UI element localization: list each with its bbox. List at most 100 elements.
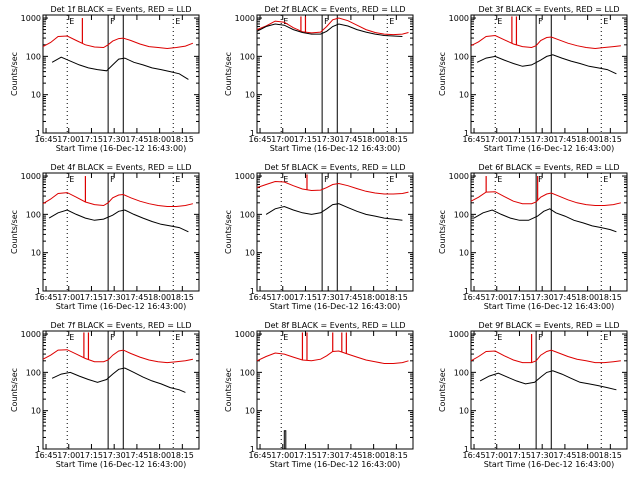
x-tick-label: 16:45 [34, 135, 57, 144]
x-tick-label: 18:00 [148, 293, 171, 302]
x-tick-label: 17:15 [508, 293, 531, 302]
y-tick-label: 10 [245, 91, 255, 100]
chart-title: Det 5f BLACK = Events, RED = LLD [264, 163, 405, 172]
x-tick-label: 18:00 [148, 451, 171, 460]
x-tick-label: 18:15 [171, 135, 194, 144]
y-tick-label: 1000 [449, 330, 469, 339]
e-marker-label: E [69, 17, 74, 26]
x-tick-label: 16:45 [34, 293, 57, 302]
axes-frame [256, 172, 414, 292]
e-marker-label: E [389, 17, 394, 26]
y-tick-label: 1000 [449, 14, 469, 23]
x-tick-label: 18:00 [362, 451, 385, 460]
f-marker-label: F [110, 333, 115, 342]
y-axis-label: Counts/sec [438, 368, 447, 412]
y-tick-label: 1000 [21, 14, 41, 23]
x-axis-label: Start Time (16-Dec-12 16:43:00) [484, 302, 615, 311]
x-tick-label: 18:15 [385, 293, 408, 302]
chart-panel-5: Det 5f BLACK = Events, RED = LLD 1 10 100 10… [224, 163, 414, 311]
e-marker-label: E [497, 333, 502, 342]
y-tick-label: 10 [459, 407, 469, 416]
axes-frame [256, 330, 414, 450]
x-tick-label: 17:00 [57, 135, 80, 144]
x-tick-label: 17:00 [271, 293, 294, 302]
y-axis-label: Counts/sec [10, 210, 19, 254]
lld-series-line [470, 349, 621, 364]
chart-title: Det 9f BLACK = Events, RED = LLD [478, 321, 619, 330]
x-tick-label: 17:30 [531, 451, 554, 460]
events-series-line [48, 209, 189, 233]
x-tick-label: 18:00 [362, 135, 385, 144]
chart-panel-4: Det 4f BLACK = Events, RED = LLD 1 10 100 10… [10, 163, 200, 311]
chart-panel-8: Det 8f BLACK = Events, RED = LLD 1 10 100 10… [224, 321, 414, 469]
y-tick-label: 100 [240, 368, 255, 377]
y-axis-label: Counts/sec [10, 52, 19, 96]
x-tick-label: 17:00 [485, 293, 508, 302]
events-series-line [51, 56, 189, 80]
axes-frame [42, 330, 200, 450]
x-tick-label: 17:30 [317, 451, 340, 460]
lld-series-line [256, 350, 409, 364]
e-marker-label: E [175, 175, 180, 184]
x-tick-label: 17:15 [508, 135, 531, 144]
e-marker-label: E [603, 175, 608, 184]
x-tick-label: 17:00 [485, 135, 508, 144]
chart-panel-1: Det 1f BLACK = Events, RED = LLD 1 10 100 10… [10, 5, 200, 153]
e-marker-label: E [69, 333, 74, 342]
events-series-line [479, 370, 617, 391]
f-marker-label: F [110, 17, 115, 26]
x-tick-label: 16:45 [248, 451, 271, 460]
f-marker-label: F [538, 17, 543, 26]
f-marker-label: F [110, 175, 115, 184]
chart-panel-6: Det 6f BLACK = Events, RED = LLD 1 10 100 10… [438, 163, 628, 311]
x-axis-label: Start Time (16-Dec-12 16:43:00) [270, 460, 401, 469]
x-tick-label: 17:45 [339, 451, 362, 460]
x-tick-label: 17:45 [125, 135, 148, 144]
e-marker-label: E [175, 17, 180, 26]
chart-title: Det 2f BLACK = Events, RED = LLD [264, 5, 405, 14]
y-tick-label: 100 [26, 210, 41, 219]
chart-panel-3: Det 3f BLACK = Events, RED = LLD 1 10 100 10… [438, 5, 628, 153]
x-tick-label: 17:15 [80, 451, 103, 460]
f-marker-label: F [324, 175, 329, 184]
x-tick-label: 17:45 [339, 135, 362, 144]
y-tick-label: 1 [464, 129, 469, 138]
y-tick-label: 1 [36, 129, 41, 138]
y-tick-label: 10 [459, 249, 469, 258]
x-tick-label: 17:15 [294, 135, 317, 144]
x-tick-label: 18:00 [576, 451, 599, 460]
lld-series-line [256, 17, 409, 36]
x-tick-label: 17:30 [103, 451, 126, 460]
x-tick-label: 18:15 [599, 135, 622, 144]
x-tick-label: 16:45 [248, 293, 271, 302]
x-tick-label: 16:45 [248, 135, 271, 144]
x-tick-label: 18:00 [576, 135, 599, 144]
x-tick-label: 17:00 [57, 451, 80, 460]
f-marker-label: F [538, 333, 543, 342]
x-tick-label: 17:00 [57, 293, 80, 302]
e-marker-label: E [69, 175, 74, 184]
e-marker-label: E [497, 175, 502, 184]
y-tick-label: 1000 [235, 330, 255, 339]
x-tick-label: 17:30 [317, 293, 340, 302]
x-tick-label: 17:00 [271, 135, 294, 144]
x-tick-label: 16:45 [462, 135, 485, 144]
y-tick-label: 100 [26, 368, 41, 377]
chart-panel-2: Det 2f BLACK = Events, RED = LLD 1 10 100 10… [224, 5, 414, 153]
y-axis-label: Counts/sec [438, 210, 447, 254]
y-tick-label: 100 [454, 210, 469, 219]
x-tick-label: 18:15 [171, 293, 194, 302]
y-tick-label: 1000 [21, 172, 41, 181]
chart-title: Det 1f BLACK = Events, RED = LLD [50, 5, 191, 14]
x-tick-label: 17:30 [317, 135, 340, 144]
y-tick-label: 10 [459, 91, 469, 100]
chart-title: Det 3f BLACK = Events, RED = LLD [478, 5, 619, 14]
x-tick-label: 17:45 [125, 293, 148, 302]
x-tick-label: 17:45 [553, 293, 576, 302]
y-tick-label: 10 [245, 407, 255, 416]
y-axis-label: Counts/sec [10, 368, 19, 412]
e-marker-label: E [497, 17, 502, 26]
chart-title: Det 8f BLACK = Events, RED = LLD [264, 321, 405, 330]
f-marker-label: F [538, 175, 543, 184]
x-tick-label: 17:15 [294, 451, 317, 460]
